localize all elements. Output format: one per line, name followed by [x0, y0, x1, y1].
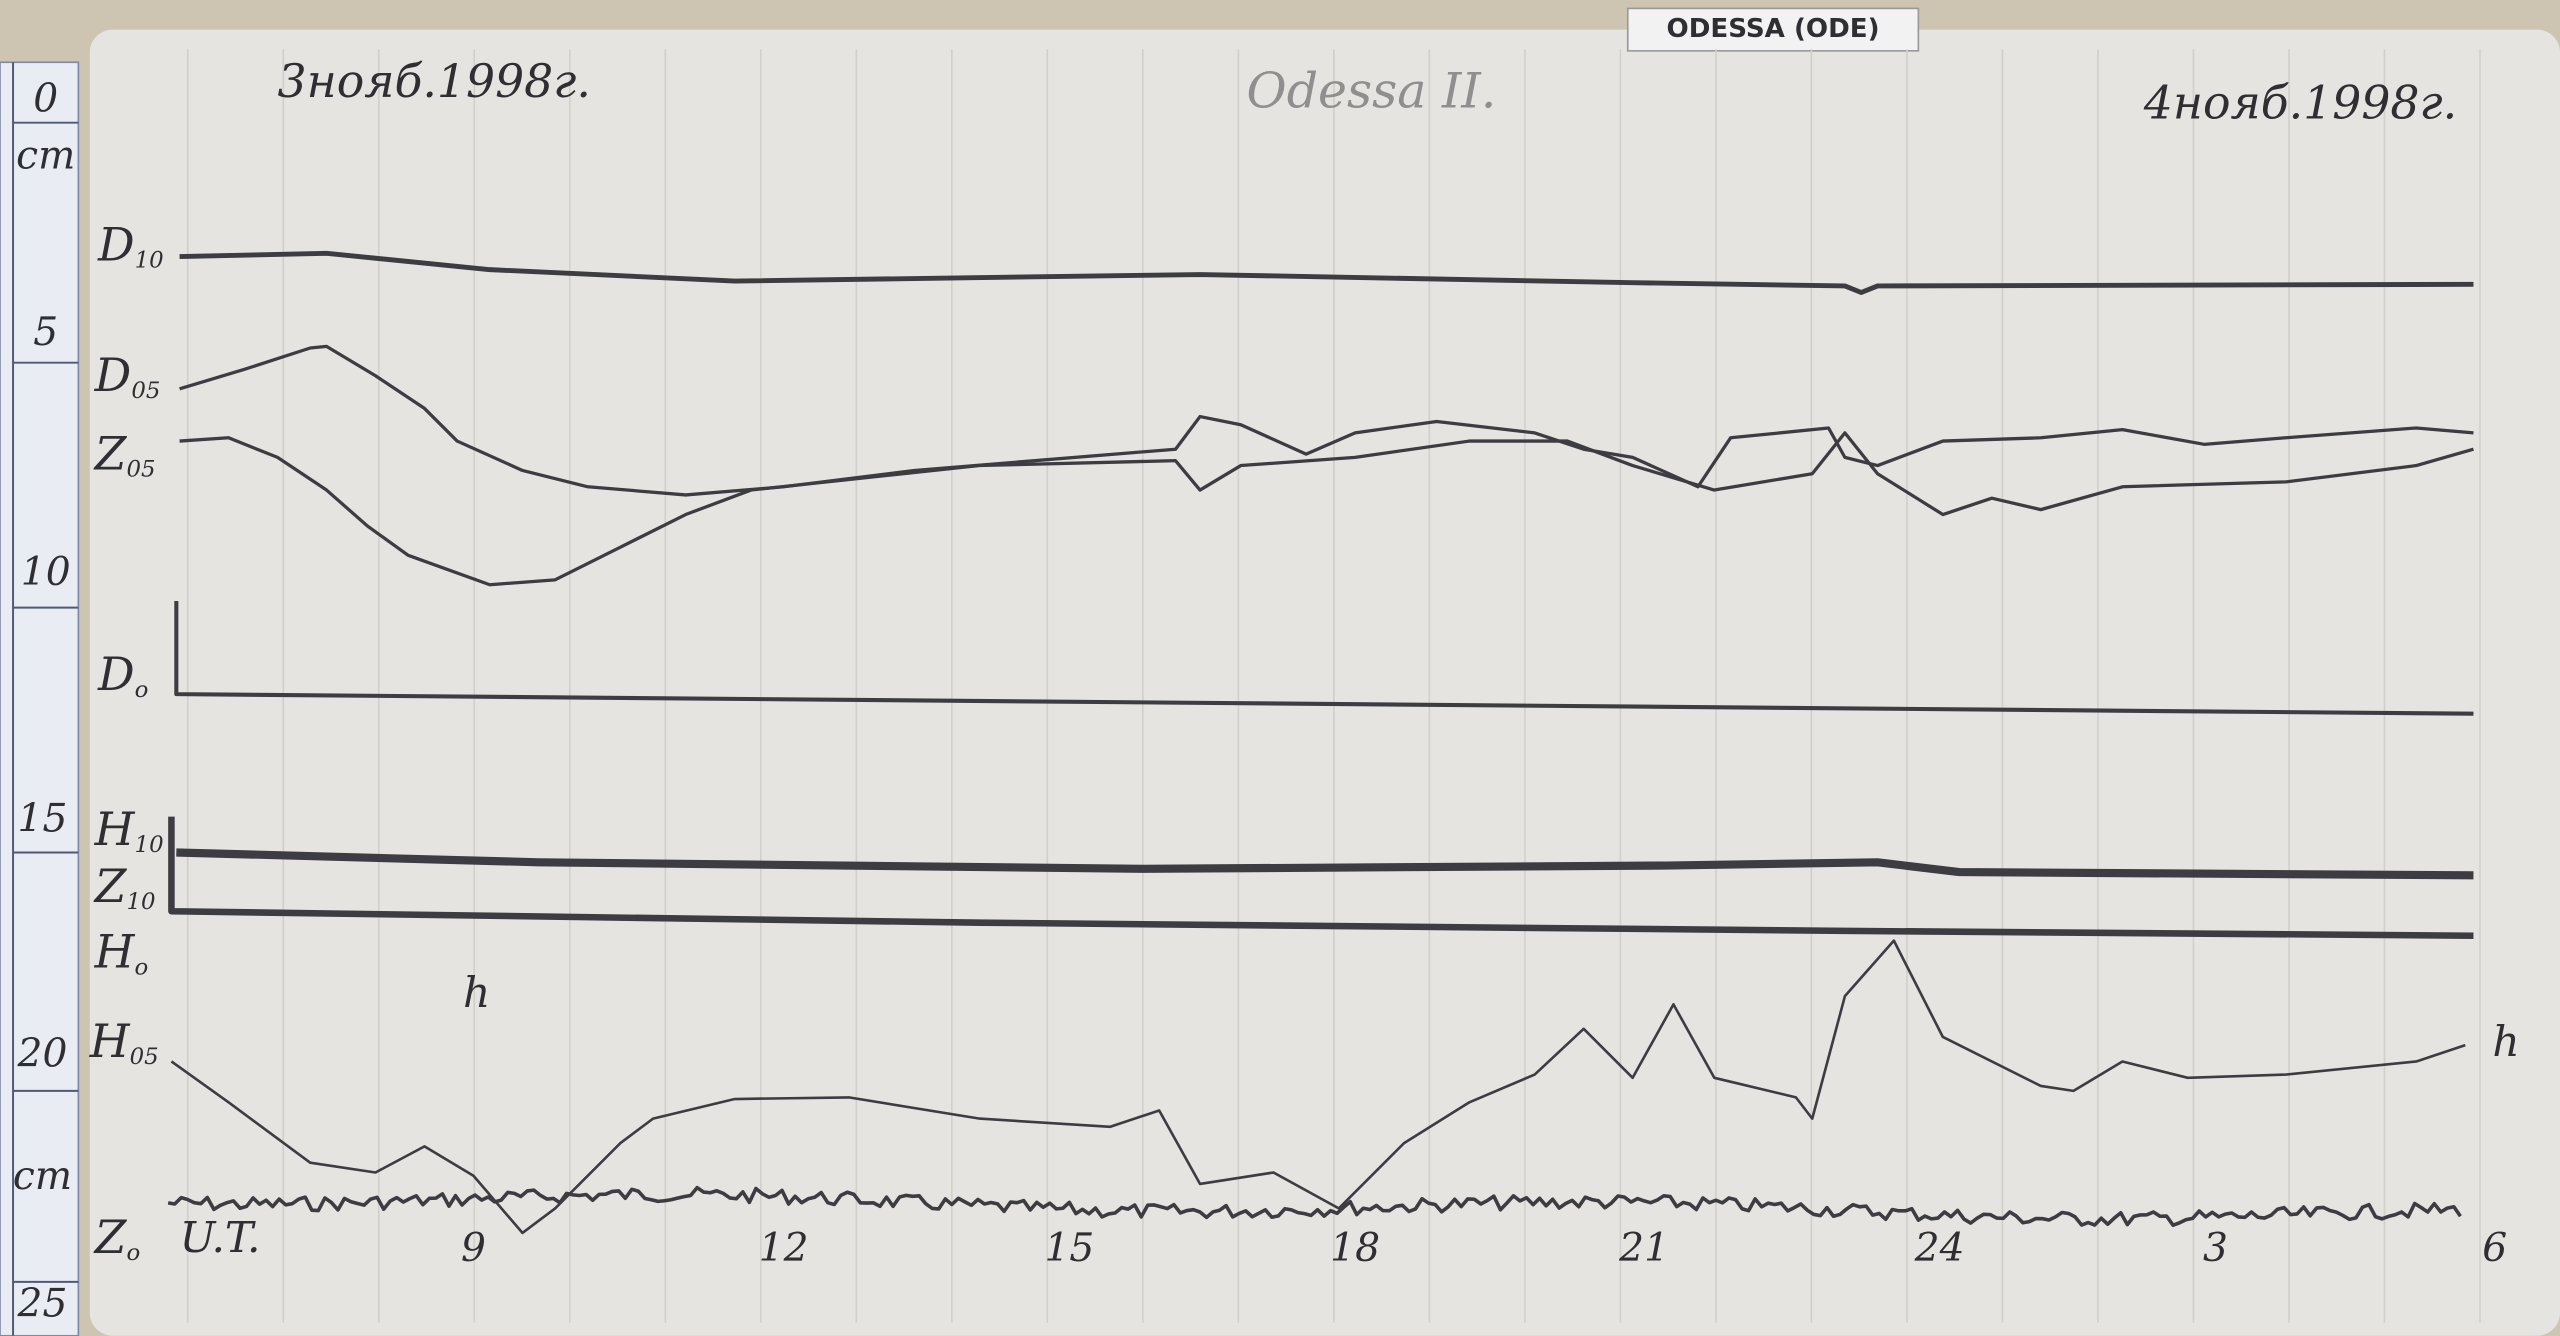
- trace-subscript: o: [135, 677, 149, 703]
- ruler-label: 10: [21, 550, 71, 595]
- trace-subscript: 10: [135, 832, 164, 858]
- trace-letter: H: [94, 925, 136, 978]
- hour-label: 6: [2482, 1226, 2507, 1271]
- trace-h10: [176, 848, 2474, 880]
- h-mark: h: [463, 969, 490, 1018]
- ruler-label: 5: [33, 310, 58, 355]
- ruler-label: 25: [17, 1281, 68, 1326]
- hour-label: 18: [1330, 1226, 1380, 1271]
- trace-d05: [179, 344, 2474, 497]
- paper: [89, 29, 2560, 1336]
- ruler-ticks: [12, 62, 79, 1336]
- trace-label: H05: [89, 1015, 159, 1070]
- ruler-label: 20: [17, 1032, 68, 1077]
- hour-label: 9: [461, 1226, 486, 1271]
- ruler-label: 15: [18, 796, 68, 841]
- trace-letter: H: [89, 1015, 131, 1068]
- trace-letter: D: [94, 349, 132, 402]
- trace-letter: H: [94, 803, 136, 856]
- ruler-labels: 0 cm 5 10 15 20 cm 25: [13, 76, 75, 1326]
- trace-label: Zo: [93, 1211, 141, 1266]
- placard-text: ODESSA (ODE): [1667, 14, 1880, 44]
- trace-h05: [170, 939, 2466, 1235]
- trace-label: Z05: [93, 427, 156, 482]
- trace-letter: Z: [93, 427, 128, 480]
- trace-label: D10: [97, 218, 164, 273]
- trace-label: H10: [94, 803, 164, 858]
- hour-labels: 9 12 15 18 21 24 3 6: [461, 1226, 2507, 1271]
- trace-subscript: 10: [135, 247, 164, 273]
- trace-label: D05: [94, 349, 161, 404]
- ruler-label: cm: [16, 134, 75, 179]
- trace-subscript: o: [135, 954, 149, 980]
- trace-z10: [168, 816, 2474, 940]
- trace-d10: [179, 250, 2474, 295]
- trace-label: Z10: [93, 860, 156, 915]
- hour-label: 15: [1044, 1226, 1094, 1271]
- hour-label: 12: [759, 1226, 809, 1271]
- date-right: 4нояб.1998г.: [2143, 76, 2457, 129]
- trace-letter: Z: [93, 1211, 128, 1264]
- trace-subscript: 05: [126, 456, 155, 482]
- placard: [1626, 7, 1920, 52]
- ruler-label: 0: [33, 76, 58, 121]
- trace-subscript: 05: [131, 378, 160, 404]
- trace-subscript: o: [126, 1240, 140, 1266]
- trace-z05: [179, 431, 2474, 587]
- trace-letter: D: [97, 218, 135, 271]
- trace-letter: Z: [93, 860, 128, 913]
- trace-z0: [167, 1185, 2462, 1228]
- hour-label: 3: [2203, 1226, 2228, 1271]
- ruler-label: cm: [13, 1154, 72, 1199]
- h-mark: h: [2492, 1018, 2519, 1067]
- time-unit: U.T.: [180, 1214, 261, 1263]
- hour-label: 24: [1914, 1226, 1965, 1271]
- hour-label: 21: [1618, 1226, 1669, 1271]
- ruler: [0, 61, 80, 1336]
- trace-letter: D: [97, 648, 135, 701]
- trace-label: Ho: [94, 925, 149, 980]
- trace-d0: [174, 601, 2474, 716]
- trace-label: Do: [97, 648, 148, 703]
- date-left: 3нояб.1998г.: [278, 55, 591, 108]
- trace-subscript: 05: [130, 1044, 159, 1070]
- grid: [186, 49, 2481, 1323]
- station: Odessa II.: [1247, 62, 1497, 119]
- trace-subscript: 10: [126, 889, 155, 915]
